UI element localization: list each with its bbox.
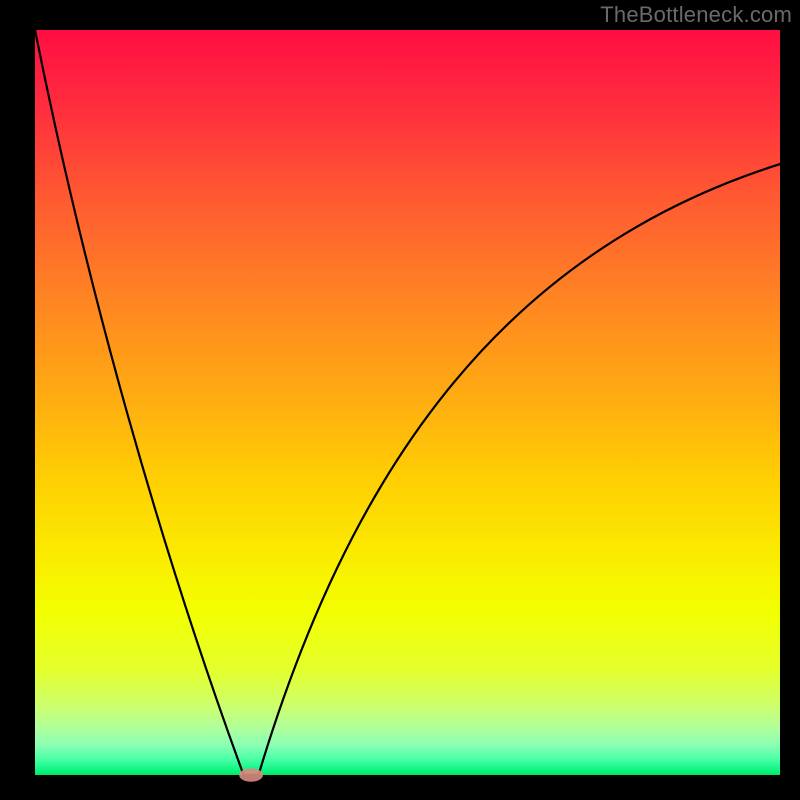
chart-stage: TheBottleneck.com (0, 0, 800, 800)
bottleneck-chart (0, 0, 800, 800)
watermark-text: TheBottleneck.com (600, 2, 792, 28)
plot-background (35, 30, 780, 775)
trough-marker (239, 768, 263, 781)
